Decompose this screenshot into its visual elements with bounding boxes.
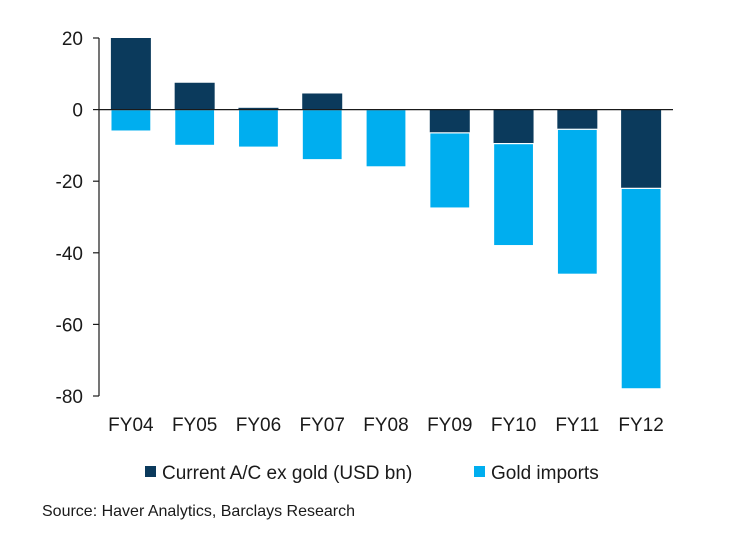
legend-swatch-gold-imports	[474, 466, 485, 477]
x-tick-label: FY05	[172, 415, 217, 436]
bar-gold-imports	[620, 187, 662, 390]
y-tick-label: -40	[56, 244, 83, 265]
bar-gold-imports	[110, 108, 152, 132]
bar-gold-imports	[365, 108, 407, 168]
bar-current-account	[174, 82, 215, 110]
x-tick-label: FY10	[491, 415, 536, 436]
bar-gold-imports	[237, 108, 280, 148]
y-tick-label: 20	[62, 29, 83, 50]
bar-current-account	[302, 93, 343, 110]
x-tick-label: FY11	[555, 415, 599, 436]
bar-gold-imports	[174, 108, 216, 146]
bar-current-account	[110, 38, 151, 110]
bar-current-account	[429, 109, 470, 133]
x-tick-label: FY12	[618, 415, 663, 436]
legend-label-gold-imports: Gold imports	[491, 463, 599, 484]
y-tick-label: -80	[56, 387, 83, 408]
x-tick-label: FY08	[363, 415, 408, 436]
x-tick-label: FY06	[236, 415, 281, 436]
x-tick-label: FY04	[108, 415, 154, 436]
bar-current-account	[238, 107, 279, 110]
legend-label-current-account: Current A/C ex gold (USD bn)	[162, 463, 412, 484]
y-tick-label: 0	[72, 101, 83, 122]
y-tick-label: -20	[56, 172, 83, 193]
axes: FY04 FY05 FY06 FY07 FY08 FY09 FY10 FY11 FY12 20 0 -…	[56, 29, 673, 436]
source-note: Source: Haver Analytics, Barclays Resear…	[42, 503, 355, 520]
plot-area	[110, 38, 662, 390]
legend: Current A/C ex gold (USD bn) Gold imports	[145, 463, 599, 484]
bar-gold-imports	[492, 143, 535, 247]
bar-gold-imports	[301, 108, 343, 161]
bar-current-account	[621, 109, 662, 189]
bar-current-account	[557, 109, 598, 130]
x-tick-label: FY07	[300, 415, 345, 436]
bar-current-account	[493, 109, 534, 144]
y-tick-label: -60	[56, 315, 83, 336]
legend-swatch-current-account	[145, 466, 156, 477]
bar-gold-imports	[429, 132, 471, 209]
x-tick-label: FY09	[427, 415, 472, 436]
bar-gold-imports	[556, 128, 598, 275]
